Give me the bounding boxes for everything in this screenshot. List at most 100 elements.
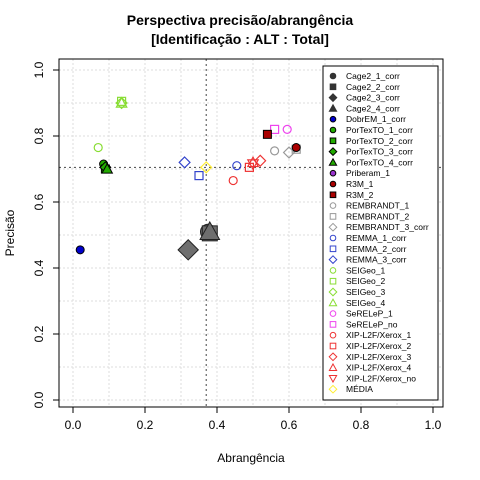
plot-frame	[58, 58, 444, 408]
legend-marker	[329, 191, 337, 199]
x-tick-label: 0.0	[65, 418, 82, 432]
legend-marker	[329, 321, 337, 328]
legend-label: SeRELeP_1	[346, 309, 393, 319]
legend-label: XIP-L2F/Xerox_4	[346, 363, 411, 373]
data-point	[282, 124, 292, 134]
data-point	[246, 159, 260, 171]
x-tick-label: 0.4	[209, 418, 226, 432]
legend-marker	[328, 374, 338, 384]
y-tick-label: 0.4	[32, 259, 46, 276]
legend-marker	[329, 310, 337, 317]
legend-box	[322, 65, 439, 401]
legend-marker	[328, 352, 338, 362]
chart-title: Perspectiva precisão/abrangência	[127, 12, 354, 28]
data-point	[115, 96, 128, 110]
legend-label: Cage2_1_corr	[346, 71, 400, 81]
legend-marker	[328, 287, 338, 297]
x-tick-label: 0.6	[281, 418, 298, 432]
y-tick-label: 0.0	[32, 391, 46, 408]
legend-label: XIP-L2F/Xerox_no	[346, 373, 416, 383]
data-point	[228, 175, 238, 186]
legend-label: REMBRANDT_3_corr	[346, 222, 429, 232]
data-point	[75, 245, 85, 255]
legend-label: MÉDIA	[346, 384, 373, 394]
legend-marker	[329, 137, 337, 145]
legend-marker	[329, 126, 337, 134]
legend-marker	[328, 157, 338, 166]
legend-marker	[328, 147, 338, 157]
legend-label: REMMA_3_corr	[346, 255, 407, 265]
legend-marker	[328, 222, 338, 232]
data-point	[282, 146, 296, 159]
legend-marker	[329, 202, 337, 209]
data-point	[101, 162, 114, 174]
y-tick-label: 1.0	[32, 61, 46, 78]
data-point	[93, 142, 103, 153]
legend-marker	[328, 362, 338, 372]
data-point	[115, 96, 128, 108]
legend-label: XIP-L2F/Xerox_1	[346, 330, 411, 340]
legend: Cage2_1_corrCage2_2_corrCage2_3_corrCage…	[322, 65, 439, 401]
legend-label: DobrEM_1_corr	[346, 114, 406, 124]
data-point	[199, 161, 213, 174]
legend-label: Cage2_2_corr	[346, 82, 400, 92]
data-point	[291, 143, 301, 153]
legend-marker	[329, 234, 337, 242]
data-point	[178, 156, 191, 169]
legend-marker	[329, 169, 337, 177]
legend-marker	[328, 103, 338, 112]
x-axis-label: Abrangência	[217, 451, 285, 465]
data-point	[199, 220, 221, 240]
legend-label: REMMA_1_corr	[346, 233, 407, 243]
legend-label: REMMA_2_corr	[346, 244, 407, 254]
legend-marker	[329, 83, 337, 91]
legend-marker	[329, 277, 337, 285]
legend-marker	[328, 255, 338, 265]
legend-label: PorTexTO_2_corr	[346, 136, 413, 146]
legend-marker	[328, 93, 338, 103]
legend-marker	[329, 331, 337, 339]
legend-marker	[329, 72, 337, 80]
legend-label: PorTexTO_3_corr	[346, 147, 413, 157]
legend-label: REMBRANDT_2	[346, 211, 410, 221]
legend-label: Priberam_1	[346, 168, 390, 178]
legend-marker	[328, 298, 338, 307]
data-point	[270, 146, 280, 156]
x-tick-label: 0.8	[353, 418, 370, 432]
legend-label: XIP-L2F/Xerox_3	[346, 352, 411, 362]
x-tick-label: 0.2	[137, 418, 154, 432]
legend-label: Cage2_3_corr	[346, 93, 400, 103]
legend-label: REMBRANDT_1	[346, 201, 410, 211]
legend-label: SEIGeo_2	[346, 276, 385, 286]
chart-subtitle: [Identificação : ALT : Total]	[151, 31, 329, 47]
data-points	[75, 96, 301, 261]
x-tick-label: 1.0	[425, 418, 442, 432]
legend-label: R3M_2	[346, 190, 374, 200]
data-point	[262, 129, 272, 139]
data-point	[253, 154, 267, 167]
legend-label: PorTexTO_1_corr	[346, 125, 413, 135]
legend-label: SeRELeP_no	[346, 319, 398, 329]
legend-label: SEIGeo_3	[346, 287, 385, 297]
legend-label: SEIGeo_4	[346, 298, 385, 308]
legend-marker	[329, 267, 337, 274]
data-point	[177, 239, 200, 261]
legend-label: R3M_1	[346, 179, 374, 189]
data-point	[194, 171, 204, 181]
legend-marker	[329, 115, 337, 123]
legend-label: XIP-L2F/Xerox_2	[346, 341, 411, 351]
y-axis-label: Precisão	[3, 209, 17, 256]
legend-marker	[329, 213, 337, 220]
x-axis-ticks: 0.0 0.2 0.4 0.6 0.8 1.0	[65, 407, 442, 432]
legend-marker	[328, 384, 338, 394]
legend-label: Cage2_4_corr	[346, 103, 400, 113]
y-tick-label: 0.2	[32, 325, 46, 342]
legend-marker	[329, 245, 337, 253]
legend-marker	[329, 342, 337, 350]
y-tick-label: 0.8	[32, 127, 46, 144]
y-axis-ticks: 0.0 0.2 0.4 0.6 0.8 1.0	[32, 61, 59, 408]
legend-marker	[329, 180, 337, 188]
data-point	[270, 124, 280, 135]
data-point	[246, 155, 260, 168]
